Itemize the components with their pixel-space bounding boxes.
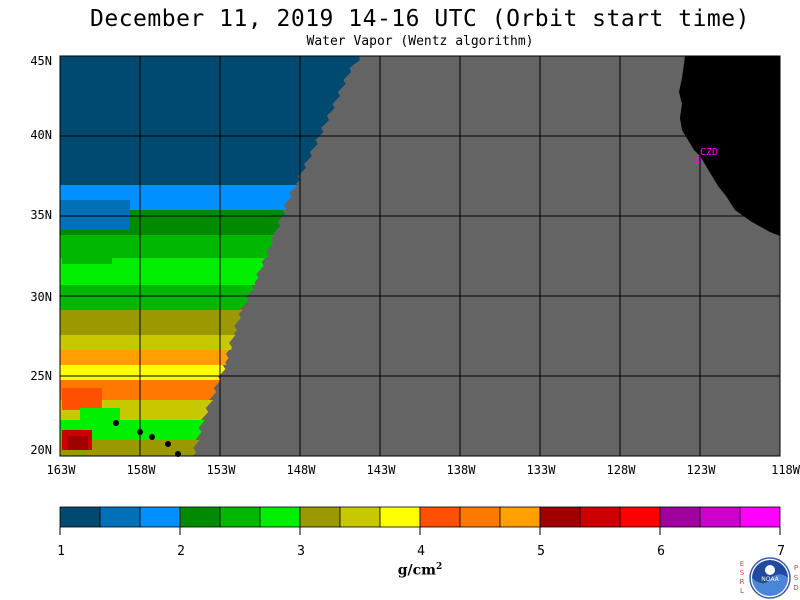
island xyxy=(165,441,171,447)
colorbar-units: g/cm2 xyxy=(397,562,443,579)
map-frame xyxy=(59,55,781,457)
logo-letter: E xyxy=(739,560,745,568)
lon-label-163w: 163W xyxy=(46,463,76,477)
colorbar-tick-3: 3 xyxy=(297,544,305,559)
water-vapor-band xyxy=(60,335,236,350)
lat-label-20n: 20N xyxy=(30,443,52,457)
logo-letter: D xyxy=(793,584,799,592)
lat-label-35n: 35N xyxy=(30,208,52,222)
lon-label-138w: 138W xyxy=(446,463,476,477)
lon-label-133w: 133W xyxy=(526,463,556,477)
lat-label-45n: 45N xyxy=(30,54,52,68)
noaa-esrl-psd-logo: E S R L P S D NOAA xyxy=(732,556,800,600)
logo-letter: R xyxy=(739,578,745,586)
svg-text:NOAA: NOAA xyxy=(761,576,779,583)
logo-letter: S xyxy=(739,569,745,577)
water-vapor-band xyxy=(60,235,275,258)
lon-label-118w: 118W xyxy=(771,463,800,477)
land-california xyxy=(679,56,780,236)
water-vapor-patch xyxy=(80,408,120,422)
water-vapor-patch xyxy=(68,436,88,450)
water-vapor-band xyxy=(60,440,200,456)
water-vapor-patch xyxy=(60,200,130,230)
lon-label-153w: 153W xyxy=(206,463,236,477)
colorbar-tick-6: 6 xyxy=(657,544,665,559)
water-vapor-band xyxy=(60,365,226,380)
island xyxy=(113,420,119,426)
station-label-czd: CZD xyxy=(700,147,719,158)
lon-label-148w: 148W xyxy=(286,463,316,477)
water-vapor-band xyxy=(60,56,360,185)
lon-label-143w: 143W xyxy=(366,463,396,477)
water-vapor-patch xyxy=(62,236,112,264)
station-marker xyxy=(694,156,703,164)
logo-letter: L xyxy=(740,587,744,595)
water-vapor-band xyxy=(60,285,254,310)
lon-label-128w: 128W xyxy=(606,463,636,477)
water-vapor-band xyxy=(60,258,266,285)
logo-letter: P xyxy=(793,564,799,572)
noaa-emblem-icon: NOAA xyxy=(749,557,791,599)
colorbar-tick-4: 4 xyxy=(417,544,425,559)
logo-letter: S xyxy=(793,574,799,582)
water-vapor-band xyxy=(60,420,205,440)
lat-label-25n: 25N xyxy=(30,369,52,383)
colorbar-tick-5: 5 xyxy=(537,544,545,559)
water-vapor-band xyxy=(60,310,243,335)
chart-subtitle: Water Vapor (Wentz algorithm) xyxy=(306,34,534,49)
lon-label-158w: 158W xyxy=(126,463,156,477)
colorbar-tick-1: 1 xyxy=(57,544,65,559)
colorbar-tick-2: 2 xyxy=(177,544,185,559)
lon-label-123w: 123W xyxy=(686,463,716,477)
colorbar-tick-7: 7 xyxy=(777,544,785,559)
island xyxy=(149,434,155,440)
water-vapor-patch xyxy=(62,388,102,410)
lat-label-40n: 40N xyxy=(30,128,52,142)
chart-title: December 11, 2019 14-16 UTC (Orbit start… xyxy=(90,6,750,32)
lat-label-30n: 30N xyxy=(30,290,52,304)
water-vapor-band xyxy=(60,350,229,365)
